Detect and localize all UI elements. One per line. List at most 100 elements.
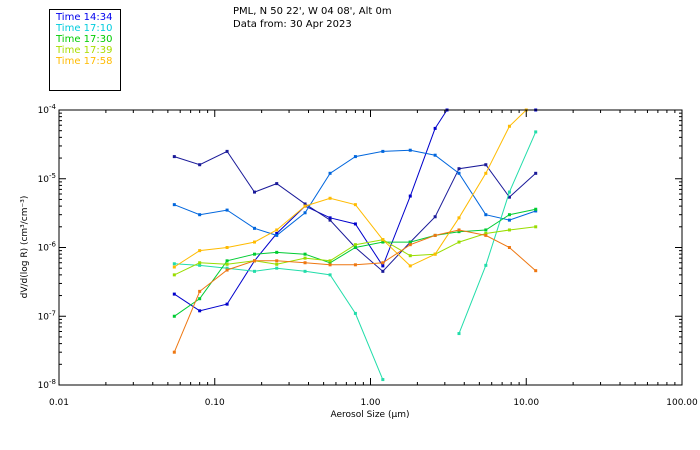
- data-point: [534, 269, 538, 273]
- data-point: [457, 171, 461, 175]
- data-point: [353, 243, 357, 247]
- chart-subtitle: Data from: 30 Apr 2023: [233, 19, 352, 30]
- data-point: [225, 302, 229, 306]
- data-point: [303, 269, 307, 273]
- data-point: [225, 149, 229, 153]
- data-point: [328, 273, 332, 277]
- x-tick-label: 0.10: [205, 398, 225, 408]
- data-point: [507, 228, 511, 232]
- data-point: [534, 207, 538, 211]
- data-point: [484, 171, 488, 175]
- data-point: [172, 292, 176, 296]
- data-point: [198, 249, 202, 253]
- data-point: [534, 130, 538, 134]
- data-point: [225, 259, 229, 263]
- data-point: [353, 155, 357, 159]
- data-point: [198, 261, 202, 265]
- series-8: [172, 108, 528, 269]
- data-point: [225, 262, 229, 266]
- legend-entry: Time 14:34: [56, 12, 113, 23]
- data-point: [328, 171, 332, 175]
- y-tick-label: 10-5: [38, 172, 56, 185]
- series-3: [172, 148, 538, 237]
- data-point: [507, 246, 511, 249]
- x-tick-label: 0.01: [49, 398, 69, 408]
- x-tick-label: 100.00: [666, 398, 698, 408]
- data-point: [303, 252, 307, 256]
- data-point: [172, 273, 176, 277]
- data-point: [253, 252, 257, 256]
- data-point: [275, 266, 279, 270]
- data-point: [408, 194, 412, 198]
- data-point: [507, 218, 511, 222]
- data-point: [408, 254, 412, 258]
- legend: Time 14:34 Time 17:10 Time 17:30 Time 17…: [49, 9, 121, 91]
- data-point: [408, 264, 412, 268]
- data-point: [457, 240, 461, 244]
- data-point: [253, 240, 257, 244]
- data-point: [457, 167, 461, 171]
- axis-layer: 0.01 0.10 1.00 10.00 100.00 10-8 10-7 10-6 10-5 1…: [38, 103, 698, 408]
- x-axis-label: Aerosol Size (μm): [331, 410, 410, 420]
- data-point: [534, 209, 538, 213]
- data-point: [275, 182, 279, 186]
- data-point: [303, 256, 307, 260]
- chart-title: PML, N 50 22', W 04 08', Alt 0m: [233, 6, 392, 17]
- data-point: [225, 246, 229, 249]
- data-point: [433, 153, 437, 157]
- data-point: [275, 231, 279, 235]
- x-tick-label: 10.00: [513, 398, 539, 408]
- data-point: [507, 124, 511, 128]
- data-point: [507, 213, 511, 217]
- legend-entry: Time 17:30: [56, 34, 113, 45]
- data-point: [433, 126, 437, 130]
- data-point: [353, 222, 357, 226]
- data-point: [172, 203, 176, 207]
- data-point: [484, 213, 488, 217]
- data-point: [484, 163, 488, 167]
- data-point: [353, 263, 357, 267]
- data-point: [484, 231, 488, 235]
- data-point: [433, 233, 437, 237]
- data-point: [484, 228, 488, 232]
- data-point: [381, 378, 385, 382]
- series-9: [172, 228, 538, 354]
- data-point: [484, 263, 488, 267]
- data-point: [198, 213, 202, 217]
- x-tick-label: 1.00: [360, 398, 380, 408]
- data-point: [507, 195, 511, 199]
- data-point: [275, 262, 279, 266]
- data-point: [198, 163, 202, 167]
- data-point: [433, 215, 437, 219]
- series-line: [458, 131, 537, 334]
- series-line: [174, 109, 448, 312]
- data-point: [172, 262, 176, 266]
- data-point: [381, 240, 385, 244]
- series-5: [457, 130, 538, 336]
- data-point: [507, 190, 511, 194]
- y-axis-label: dV/d(log R) (cm³/cm⁻³): [20, 196, 30, 299]
- data-point: [198, 289, 202, 293]
- data-point: [484, 233, 488, 237]
- series-line: [174, 109, 527, 268]
- y-tick-label: 10-8: [38, 378, 56, 391]
- data-point: [381, 149, 385, 153]
- data-point: [328, 263, 332, 267]
- y-tick-label: 10-6: [38, 241, 57, 254]
- data-point: [457, 230, 461, 234]
- data-point: [172, 155, 176, 159]
- data-point: [353, 311, 357, 315]
- data-point: [253, 269, 257, 273]
- data-point: [457, 216, 461, 220]
- series-0: [172, 108, 449, 313]
- data-point: [408, 240, 412, 244]
- data-point: [225, 208, 229, 212]
- data-point: [303, 261, 307, 265]
- data-point: [433, 252, 437, 256]
- y-tick-label: 10-4: [38, 103, 57, 116]
- data-point: [328, 218, 332, 222]
- data-point: [275, 259, 279, 263]
- data-point: [225, 266, 229, 270]
- series-4: [172, 262, 385, 382]
- data-point: [381, 269, 385, 273]
